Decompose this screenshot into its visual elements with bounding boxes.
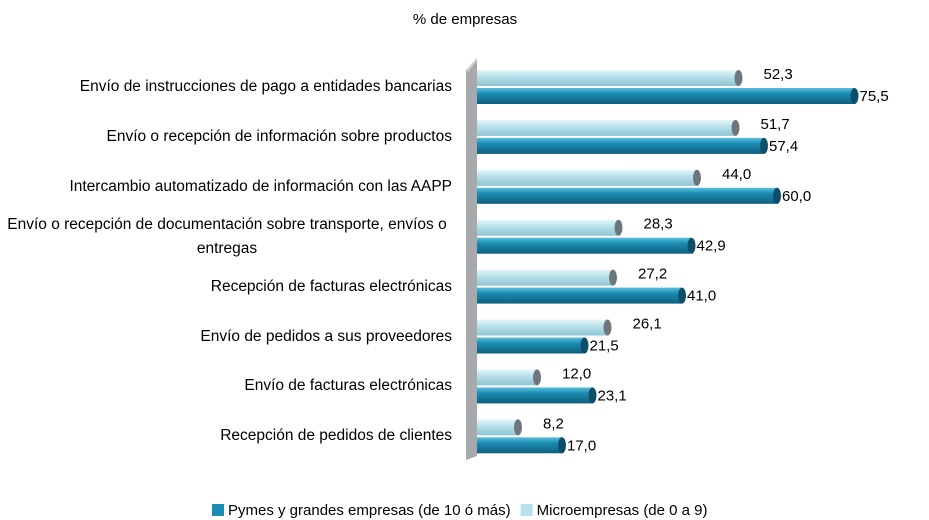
bar-cap: [614, 219, 623, 236]
category-text: Envío o recepción de información sobre p…: [106, 127, 452, 145]
bar-cap: [734, 70, 743, 86]
bar: [477, 269, 613, 286]
bar-cap: [678, 287, 686, 304]
value-label: 23,1: [598, 387, 627, 404]
value-label: 17,0: [567, 437, 596, 454]
category-text: Envío de facturas electrónicas: [244, 377, 452, 395]
bar-cap: [603, 319, 612, 336]
value-label: 75,5: [860, 88, 889, 105]
bar: [477, 337, 585, 354]
category-text: Envío o recepción de documentación sobre…: [7, 215, 447, 257]
value-label: 42,9: [697, 238, 726, 255]
bar: [477, 70, 739, 86]
back-wall: [466, 58, 477, 460]
bar: [477, 137, 764, 154]
value-label: 52,3: [764, 66, 793, 83]
bar: [477, 237, 692, 254]
bar-cap: [731, 119, 740, 136]
bar: [477, 369, 537, 386]
legend-swatch: [520, 504, 533, 516]
category-label: Intercambio automatizado de información …: [0, 175, 452, 199]
category-label: Envío de instrucciones de pago a entidad…: [0, 75, 452, 99]
chart-title: % de empresas: [413, 11, 517, 28]
category-label: Recepción de pedidos de clientes: [0, 424, 452, 448]
category-text: Intercambio automatizado de información …: [69, 177, 452, 195]
value-label: 44,0: [722, 166, 751, 183]
legend-label: Pymes y grandes empresas (de 10 ó más): [228, 502, 511, 519]
bar: [477, 437, 562, 454]
value-label: 41,0: [687, 288, 716, 305]
value-label: 12,0: [562, 365, 591, 382]
category-label: Envío o recepción de documentación sobre…: [0, 213, 452, 261]
bar-cap: [773, 187, 781, 204]
bar-cap: [514, 419, 522, 436]
legend-swatch: [212, 504, 224, 516]
bar: [477, 419, 518, 436]
back-wall-top: [466, 58, 477, 72]
legend-label: Microempresas (de 0 a 9): [537, 502, 708, 519]
category-label: Envío o recepción de información sobre p…: [0, 125, 452, 149]
bar-cap: [760, 137, 768, 154]
value-label: 27,2: [638, 266, 667, 283]
bar: [477, 387, 593, 404]
category-text: Recepción de pedidos de clientes: [220, 427, 452, 445]
bar: [477, 187, 777, 204]
category-text: Envío de instrucciones de pago a entidad…: [79, 78, 452, 95]
bar-cap: [609, 269, 617, 286]
bar: [477, 169, 697, 186]
category-text: Recepción de facturas electrónicas: [210, 277, 452, 295]
bar: [477, 119, 736, 136]
bar: [477, 287, 682, 304]
category-label: Recepción de facturas electrónicas: [0, 275, 452, 299]
value-label: 57,4: [769, 138, 798, 155]
value-label: 21,5: [590, 337, 619, 354]
category-label: Envío de facturas electrónicas: [0, 374, 452, 398]
bar-cap: [693, 169, 701, 186]
value-label: 51,7: [761, 116, 790, 133]
bar-cap: [588, 387, 597, 404]
value-label: 8,2: [543, 415, 564, 432]
value-label: 60,0: [782, 188, 811, 205]
value-label: 26,1: [633, 315, 662, 332]
bar: [477, 219, 619, 236]
bar-cap: [687, 237, 696, 254]
value-label: 28,3: [644, 216, 673, 233]
bar: [477, 319, 608, 336]
bar: [477, 88, 855, 104]
bar-cap: [850, 88, 859, 104]
category-label: Envío de pedidos a sus proveedores: [0, 325, 452, 349]
bar-cap: [580, 337, 589, 354]
bar-cap: [558, 437, 566, 454]
bar-cap: [533, 369, 541, 386]
category-text: Envío de pedidos a sus proveedores: [200, 327, 452, 345]
